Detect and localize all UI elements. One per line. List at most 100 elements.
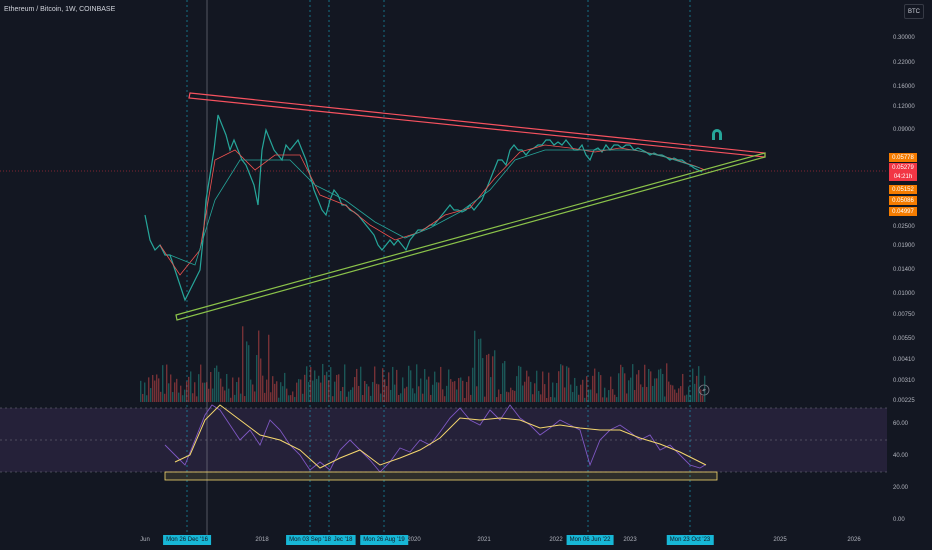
volume-bar xyxy=(658,369,660,402)
volume-bar xyxy=(334,381,336,402)
volume-bar xyxy=(210,371,212,402)
volume-bar xyxy=(564,387,566,402)
volume-bar xyxy=(254,391,256,402)
volume-bar xyxy=(550,396,552,402)
volume-bar xyxy=(546,397,548,402)
volume-bar xyxy=(382,368,384,402)
volume-bar xyxy=(170,374,172,402)
volume-bar xyxy=(248,345,250,402)
volume-bar xyxy=(230,397,232,402)
volume-bar xyxy=(578,394,580,402)
rsi-label: 20.00 xyxy=(893,485,909,491)
price-label: 0.12000 xyxy=(893,104,915,110)
volume-bar xyxy=(390,389,392,402)
volume-bar xyxy=(178,392,180,402)
volume-bar xyxy=(582,379,584,402)
volume-bar xyxy=(518,365,520,402)
lightning-icon[interactable] xyxy=(698,384,710,396)
volume-bar xyxy=(308,381,310,402)
volume-bar xyxy=(470,394,472,402)
volume-bar xyxy=(394,384,396,402)
volume-bar xyxy=(674,389,676,402)
currency-button[interactable]: BTC xyxy=(904,4,924,19)
volume-bar xyxy=(370,395,372,402)
volume-bar xyxy=(594,368,596,402)
volume-bar xyxy=(562,365,564,402)
volume-bar xyxy=(510,387,512,402)
volume-bar xyxy=(474,330,476,402)
volume-bar xyxy=(262,375,264,402)
date-marker: Mon 06 Jun '22 xyxy=(566,535,614,545)
volume-bar xyxy=(196,396,198,402)
volume-bar xyxy=(160,391,162,402)
volume-bar xyxy=(534,383,536,402)
volume-bar xyxy=(380,393,382,402)
price-label: 0.00550 xyxy=(893,336,915,342)
rsi-label: 60.00 xyxy=(893,421,909,427)
volume-bar xyxy=(442,389,444,402)
volume-bar xyxy=(316,378,318,402)
volume-bar xyxy=(312,380,314,402)
volume-bar xyxy=(638,370,640,402)
volume-bar xyxy=(568,367,570,402)
volume-bar xyxy=(284,372,286,402)
last-price-tag: 0.05279 xyxy=(889,163,917,172)
volume-bar xyxy=(162,365,164,402)
volume-bar xyxy=(214,367,216,402)
volume-bar xyxy=(664,396,666,402)
volume-bar xyxy=(302,393,304,402)
volume-bar xyxy=(504,361,506,402)
volume-bar xyxy=(644,364,646,402)
volume-bar xyxy=(630,377,632,402)
volume-bar xyxy=(698,366,700,402)
volume-bar xyxy=(408,365,410,402)
volume-bar xyxy=(450,379,452,402)
volume-bar xyxy=(372,382,374,402)
date-marker: Mon 23 Oct '23 xyxy=(666,535,714,545)
volume-bar xyxy=(174,382,176,402)
volume-bar xyxy=(384,379,386,402)
magnet-icon[interactable] xyxy=(712,129,722,140)
volume-bar xyxy=(598,371,600,402)
volume-bar xyxy=(342,386,344,402)
volume-bar xyxy=(418,386,420,402)
volume-bar xyxy=(652,385,654,402)
volume-bar xyxy=(596,393,598,402)
price-tag: 0.05778 xyxy=(889,153,917,162)
volume-bar xyxy=(268,334,270,402)
volume-bars xyxy=(140,326,706,402)
date-marker: Jec '18 xyxy=(330,535,356,545)
volume-bar xyxy=(388,372,390,402)
volume-bar xyxy=(556,382,558,402)
volume-bar xyxy=(528,376,530,402)
volume-bar xyxy=(184,389,186,402)
price-tag: 0.05152 xyxy=(889,185,917,194)
volume-bar xyxy=(566,366,568,402)
volume-bar xyxy=(234,394,236,402)
volume-bar xyxy=(150,388,152,402)
volume-bar xyxy=(198,374,200,402)
volume-bar xyxy=(684,395,686,402)
volume-bar xyxy=(318,375,320,402)
volume-bar xyxy=(290,395,292,402)
rsi-band xyxy=(0,408,887,472)
volume-bar xyxy=(186,381,188,402)
volume-bar xyxy=(606,397,608,402)
volume-bar xyxy=(484,396,486,402)
volume-bar xyxy=(404,388,406,402)
volume-bar xyxy=(570,384,572,402)
volume-bar xyxy=(520,366,522,402)
volume-bar xyxy=(580,384,582,402)
price-axis[interactable]: 0.30000 0.22000 0.16000 0.12000 0.09000 … xyxy=(887,0,932,550)
volume-bar xyxy=(182,395,184,402)
rsi-label: 0.00 xyxy=(893,517,905,523)
volume-bar xyxy=(454,381,456,402)
volume-bar xyxy=(224,390,226,402)
volume-bar xyxy=(464,397,466,402)
volume-bar xyxy=(270,392,272,402)
volume-bar xyxy=(274,383,276,402)
rsi-support-box xyxy=(164,471,718,481)
volume-bar xyxy=(396,369,398,402)
volume-bar xyxy=(584,397,586,402)
